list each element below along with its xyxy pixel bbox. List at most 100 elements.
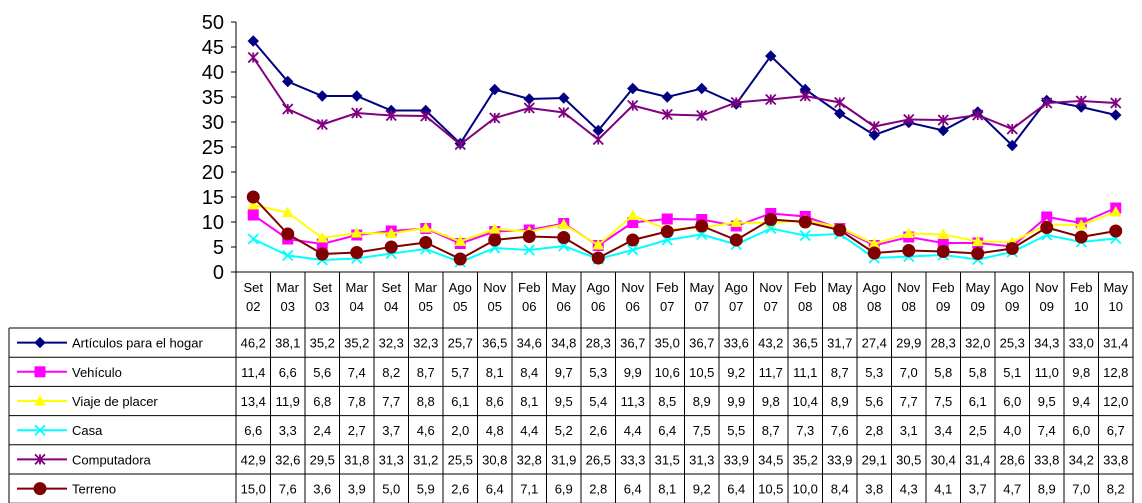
x-tick-label: Nov [483, 280, 507, 295]
x-tick-label: Feb [1070, 280, 1092, 295]
x-tick-label: 10 [1109, 299, 1123, 314]
data-label: 8,2 [382, 365, 400, 380]
series-marker [1075, 95, 1087, 107]
data-label: 11,3 [621, 394, 645, 409]
x-tick-label: 09 [1040, 299, 1054, 314]
series-marker [696, 109, 708, 122]
data-label: 8,9 [831, 394, 849, 409]
series-marker [488, 222, 501, 234]
series-marker [627, 99, 639, 112]
data-label: 8,7 [831, 365, 849, 380]
data-label: 11,4 [241, 365, 265, 380]
series-marker [592, 133, 604, 146]
data-label: 32,3 [413, 336, 438, 351]
data-label: 9,8 [1072, 365, 1090, 380]
series-marker [351, 107, 363, 119]
x-tick-label: 08 [867, 299, 881, 314]
series-marker [799, 90, 811, 102]
data-label: 25,7 [448, 336, 473, 351]
data-label: 4,0 [1003, 423, 1021, 438]
data-label: 34,5 [758, 452, 783, 467]
data-label: 35,2 [310, 336, 335, 351]
series-marker [627, 82, 639, 95]
series-marker [1109, 205, 1122, 217]
series [247, 222, 1122, 268]
data-label: 7,7 [900, 394, 918, 409]
data-label: 35,2 [793, 452, 818, 467]
y-tick-label: 25 [202, 137, 224, 159]
series-marker [34, 453, 46, 466]
data-label: 3,1 [900, 423, 918, 438]
data-label: 8,4 [520, 365, 538, 380]
data-label: 8,9 [693, 394, 711, 409]
series-group [246, 35, 1123, 268]
data-label: 32,3 [379, 336, 404, 351]
data-label: 5,8 [969, 365, 987, 380]
series-marker [523, 102, 535, 114]
y-tick-label: 5 [213, 237, 224, 259]
data-label: 12,0 [1103, 394, 1128, 409]
data-label: 6,1 [969, 394, 987, 409]
data-label: 8,7 [417, 365, 435, 380]
series-marker [626, 233, 640, 247]
series-marker [765, 93, 777, 106]
x-tick-label: Nov [1035, 280, 1059, 295]
x-tick-label: Set [243, 280, 263, 295]
series-marker [316, 90, 328, 102]
data-label: 5,6 [865, 394, 883, 409]
data-label: 34,8 [551, 336, 576, 351]
series-marker [558, 92, 570, 104]
series-marker [696, 82, 708, 95]
series-marker [247, 198, 260, 210]
series-marker [350, 246, 364, 259]
series-marker [1074, 230, 1088, 244]
series-marker [34, 366, 46, 378]
x-tick-label: 08 [798, 299, 812, 314]
series-marker [282, 249, 294, 262]
data-label: 7,5 [693, 423, 711, 438]
series-marker [937, 114, 949, 126]
data-label: 7,8 [348, 394, 366, 409]
series-marker [350, 226, 363, 238]
data-label: 32,8 [517, 452, 542, 467]
series-marker [902, 244, 916, 257]
axes: 05101520253035404550Set02Mar03Set03Mar04… [202, 12, 1134, 322]
data-label: 29,5 [310, 452, 335, 467]
data-label: 8,5 [658, 394, 676, 409]
data-label: 3,8 [865, 482, 883, 497]
series-marker [660, 225, 674, 238]
y-tick-label: 15 [202, 187, 224, 209]
x-tick-label: Nov [897, 280, 921, 295]
series-marker [936, 245, 950, 258]
data-label: 3,3 [279, 423, 297, 438]
data-table: Artículos para el hogar 46,2 38,1 35,2 35,2 3… [8, 272, 1134, 503]
data-label: 31,5 [655, 452, 680, 467]
data-label: 7,4 [348, 365, 366, 380]
data-label: 31,4 [965, 452, 990, 467]
series-line [253, 204, 1117, 247]
data-label: 25,3 [1000, 336, 1025, 351]
x-tick-label: Ago [587, 280, 610, 295]
data-label: 5,6 [313, 365, 331, 380]
data-label: 10,5 [758, 482, 783, 497]
data-label: 3,7 [382, 423, 400, 438]
data-label: 2,6 [451, 482, 469, 497]
x-tick-label: Set [312, 280, 332, 295]
series-marker [557, 231, 571, 244]
data-label: 28,3 [931, 336, 956, 351]
legend-label: Viaje de placer [72, 394, 158, 409]
series-marker [281, 206, 294, 217]
data-label: 2,6 [589, 423, 607, 438]
series-marker [972, 109, 984, 121]
data-label: 26,5 [586, 452, 611, 467]
series-marker [247, 209, 259, 221]
data-label: 8,4 [831, 482, 849, 497]
data-label: 46,2 [241, 336, 266, 351]
series-marker [419, 221, 432, 233]
series-marker [1110, 109, 1122, 121]
x-tick-label: Feb [932, 280, 954, 295]
series-marker [903, 113, 915, 126]
x-tick-label: Set [381, 280, 401, 295]
x-tick-label: Ago [1001, 280, 1024, 295]
series-marker [488, 233, 502, 247]
